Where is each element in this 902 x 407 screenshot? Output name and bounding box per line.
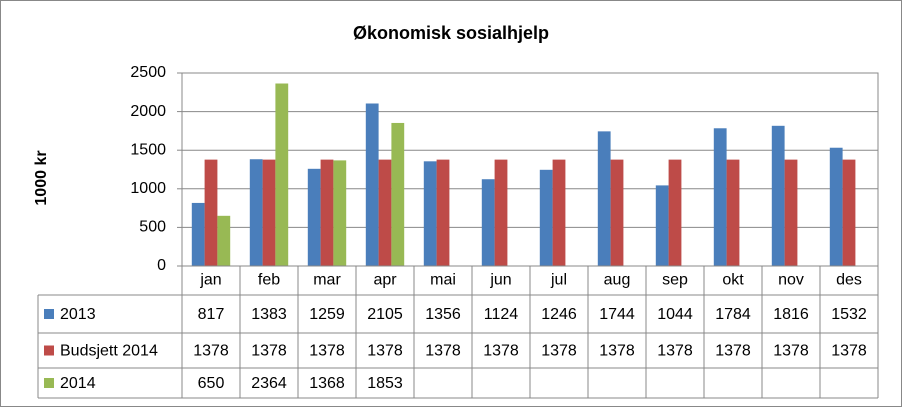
bar	[217, 215, 231, 266]
legend-key	[44, 309, 54, 319]
y-tick-label: 2500	[130, 64, 166, 81]
x-tick-label: sep	[662, 272, 688, 289]
x-tick-label: mai	[430, 272, 456, 289]
bar	[307, 168, 321, 266]
legend-key	[44, 378, 54, 388]
bar	[726, 159, 740, 266]
table-cell: 1378	[715, 343, 751, 360]
bar	[333, 160, 347, 266]
table-cell: 1378	[599, 343, 635, 360]
legend-label: Budsjett 2014	[60, 343, 158, 360]
y-tick-label: 1000	[130, 180, 166, 197]
bar	[713, 128, 727, 266]
table-cell: 1378	[251, 343, 287, 360]
table-cell: 1246	[541, 306, 577, 323]
bar	[668, 159, 682, 266]
table-cell: 1784	[715, 306, 751, 323]
bar	[610, 159, 624, 266]
x-tick-label: mar	[313, 272, 341, 289]
legend-key	[44, 345, 54, 356]
bar	[655, 185, 669, 266]
table-cell: 1532	[831, 306, 867, 323]
bar	[423, 161, 437, 266]
bar	[494, 159, 508, 266]
x-tick-label: jan	[199, 272, 221, 289]
legend-label: 2014	[60, 375, 96, 392]
bar	[842, 159, 856, 266]
x-tick-label: apr	[373, 272, 397, 289]
table-cell: 1356	[425, 306, 461, 323]
bar	[391, 122, 405, 267]
bar	[829, 147, 843, 266]
table-cell: 817	[198, 306, 225, 323]
table-cell: 1044	[657, 306, 693, 323]
y-tick-label: 2000	[130, 103, 166, 120]
table-cell: 1378	[483, 343, 519, 360]
x-tick-label: jul	[550, 272, 567, 289]
chart-title: Økonomisk sosialhjelp	[353, 23, 549, 43]
table-cell: 1368	[309, 375, 345, 392]
table-cell: 1378	[309, 343, 345, 360]
table-cell: 2105	[367, 306, 403, 323]
bar	[378, 159, 392, 266]
table-cell: 1378	[367, 343, 403, 360]
bar	[249, 159, 263, 266]
x-tick-label: jun	[489, 272, 511, 289]
bar	[191, 202, 205, 266]
table-cell: 2364	[251, 375, 287, 392]
table-cell: 1124	[484, 306, 519, 323]
table-cell: 650	[198, 375, 225, 392]
x-tick-label: aug	[604, 272, 631, 289]
table-cell: 1259	[309, 306, 345, 323]
x-tick-label: nov	[778, 272, 804, 289]
bar	[262, 159, 276, 266]
y-tick-label: 1500	[130, 141, 166, 158]
table-cell: 1378	[541, 343, 577, 360]
bar	[204, 159, 218, 266]
y-tick-label: 500	[139, 219, 166, 236]
bar	[365, 103, 379, 266]
bar	[436, 159, 450, 266]
x-tick-label: okt	[722, 272, 744, 289]
x-tick-label: des	[836, 272, 862, 289]
x-tick-label: feb	[258, 272, 280, 289]
bar	[784, 159, 798, 266]
table-cell: 1744	[599, 306, 635, 323]
table-cell: 1378	[657, 343, 693, 360]
bar	[275, 83, 289, 266]
table-cell: 1378	[193, 343, 229, 360]
table-cell: 1853	[367, 375, 403, 392]
bar	[771, 125, 785, 266]
bar	[597, 131, 611, 266]
bar	[552, 159, 566, 266]
y-axis-label: 1000 kr	[33, 150, 50, 205]
y-tick-label: 0	[157, 257, 166, 274]
bar	[320, 159, 334, 266]
table-cell: 1378	[831, 343, 867, 360]
table-cell: 1378	[773, 343, 809, 360]
bar	[539, 169, 553, 266]
table-cell: 1816	[773, 306, 809, 323]
legend-label: 2013	[60, 306, 96, 323]
bar	[481, 179, 495, 266]
table-cell: 1378	[425, 343, 461, 360]
table-cell: 1383	[251, 306, 287, 323]
